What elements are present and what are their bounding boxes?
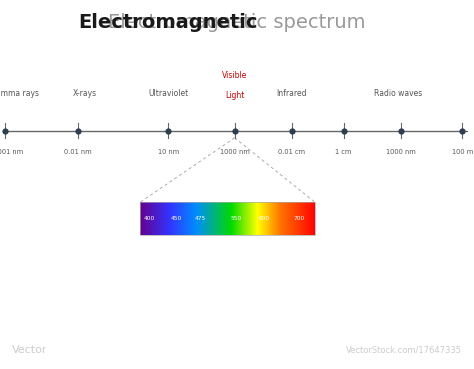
Text: Gamma rays: Gamma rays xyxy=(0,89,39,98)
Text: Stock: Stock xyxy=(44,345,79,355)
Text: 0.01 cm: 0.01 cm xyxy=(278,149,305,155)
Text: 1000 nm: 1000 nm xyxy=(220,149,249,155)
Text: 100 m: 100 m xyxy=(452,149,473,155)
Text: Visible: Visible xyxy=(222,71,247,80)
Text: 450: 450 xyxy=(171,216,182,221)
Text: 1 cm: 1 cm xyxy=(336,149,352,155)
Text: 0.0001 nm: 0.0001 nm xyxy=(0,149,23,155)
Text: Electromagnetic: Electromagnetic xyxy=(79,13,258,32)
Text: ®: ® xyxy=(72,345,79,354)
Bar xyxy=(140,203,315,235)
Text: Vector: Vector xyxy=(12,345,47,355)
Text: 475: 475 xyxy=(195,216,206,221)
Text: 550: 550 xyxy=(231,216,242,221)
Text: 0.01 nm: 0.01 nm xyxy=(64,149,92,155)
Text: Radio waves: Radio waves xyxy=(374,89,422,98)
Text: X-rays: X-rays xyxy=(73,89,97,98)
Text: 10 nm: 10 nm xyxy=(158,149,179,155)
Text: 700: 700 xyxy=(293,216,304,221)
Text: Electromagnetic spectrum: Electromagnetic spectrum xyxy=(108,13,366,32)
Text: 600: 600 xyxy=(258,216,269,221)
Text: 1000 nm: 1000 nm xyxy=(386,149,415,155)
Text: Ultraviolet: Ultraviolet xyxy=(148,89,188,98)
Text: VectorStock.com/17647335: VectorStock.com/17647335 xyxy=(346,345,462,354)
Text: 400: 400 xyxy=(143,216,155,221)
Text: Light: Light xyxy=(225,91,244,100)
Text: Infrared: Infrared xyxy=(276,89,307,98)
